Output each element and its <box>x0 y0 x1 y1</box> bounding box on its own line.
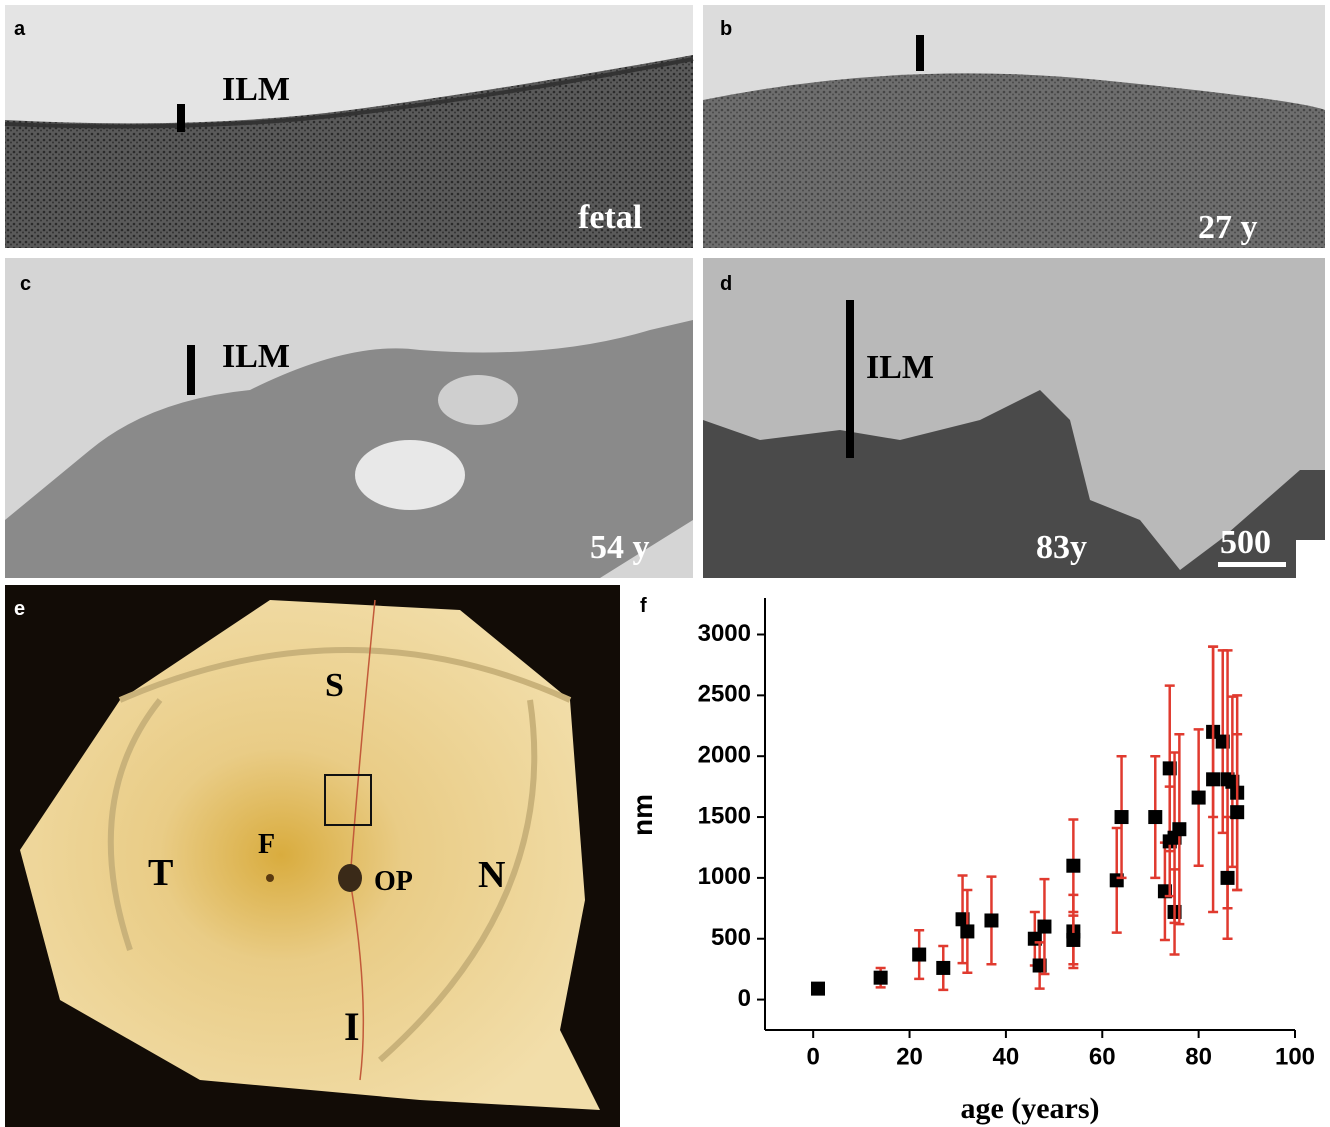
annotation: 83y <box>1036 529 1087 566</box>
panel-f: f age (years) nm 05001000150020002500300… <box>627 595 1315 1125</box>
panel-label: f <box>640 595 647 617</box>
y-tick-label: 2000 <box>698 742 751 769</box>
annotation: ILM <box>222 338 290 375</box>
annotation: ILM <box>866 349 934 386</box>
point <box>811 982 825 996</box>
x-tick-label: 20 <box>896 1043 923 1070</box>
point <box>1115 810 1129 824</box>
y-tick-label: 3000 <box>698 620 751 647</box>
annotation: I <box>344 1004 360 1049</box>
annotation: 54 y <box>590 529 650 566</box>
scale-marker <box>846 300 854 458</box>
scale-bar <box>1218 562 1286 567</box>
point <box>1192 791 1206 805</box>
panel-d: d ILM 83y 500 <box>703 258 1325 578</box>
panel-e: e S F T OP N I <box>5 585 620 1127</box>
point <box>936 961 950 975</box>
scale-marker <box>916 35 924 71</box>
annotation: T <box>148 852 173 894</box>
y-tick-label: 0 <box>738 985 751 1012</box>
x-tick-label: 100 <box>1275 1043 1315 1070</box>
y-tick-label: 1000 <box>698 863 751 890</box>
point <box>1221 871 1235 885</box>
point <box>1066 859 1080 873</box>
figure: a ILM fetal b 27 y c ILM 54 y d ILM 83y … <box>0 0 1330 1127</box>
annotation: 500 <box>1220 524 1271 561</box>
point <box>1172 822 1186 836</box>
panel-label: e <box>14 598 25 620</box>
annotation: fetal <box>578 199 642 236</box>
y-axis-title: nm <box>627 794 658 836</box>
scale-marker <box>187 345 195 395</box>
scale-marker <box>177 104 185 132</box>
point <box>1230 805 1244 819</box>
annotation: F <box>258 829 275 860</box>
point <box>1148 810 1162 824</box>
annotation: ILM <box>222 71 290 108</box>
y-tick-label: 1500 <box>698 802 751 829</box>
x-axis-title: age (years) <box>960 1092 1099 1125</box>
panel-b: b 27 y <box>703 5 1325 248</box>
vacuole <box>355 440 465 510</box>
fovea <box>266 874 274 882</box>
point <box>1066 933 1080 947</box>
panel-c: c ILM 54 y <box>5 258 693 578</box>
x-tick-label: 0 <box>807 1043 820 1070</box>
point <box>912 948 926 962</box>
x-tick-label: 80 <box>1185 1043 1212 1070</box>
optic-disc <box>338 864 362 892</box>
panel-label: a <box>14 18 26 40</box>
panel-label: c <box>20 273 31 295</box>
point <box>1037 920 1051 934</box>
panel-label: b <box>720 18 732 40</box>
x-tick-label: 40 <box>993 1043 1020 1070</box>
annotation: 27 y <box>1198 209 1258 246</box>
annotation: S <box>325 667 344 704</box>
y-tick-label: 2500 <box>698 681 751 708</box>
y-tick-label: 500 <box>711 924 751 951</box>
point <box>960 924 974 938</box>
annotation: N <box>478 854 505 896</box>
point <box>874 971 888 985</box>
annotation: OP <box>374 866 413 897</box>
x-tick-label: 60 <box>1089 1043 1116 1070</box>
point <box>1206 772 1220 786</box>
inset <box>1296 540 1325 578</box>
vacuole <box>438 375 518 425</box>
panel-a: a ILM fetal <box>5 5 693 248</box>
point <box>984 913 998 927</box>
panel-label: d <box>720 273 732 295</box>
